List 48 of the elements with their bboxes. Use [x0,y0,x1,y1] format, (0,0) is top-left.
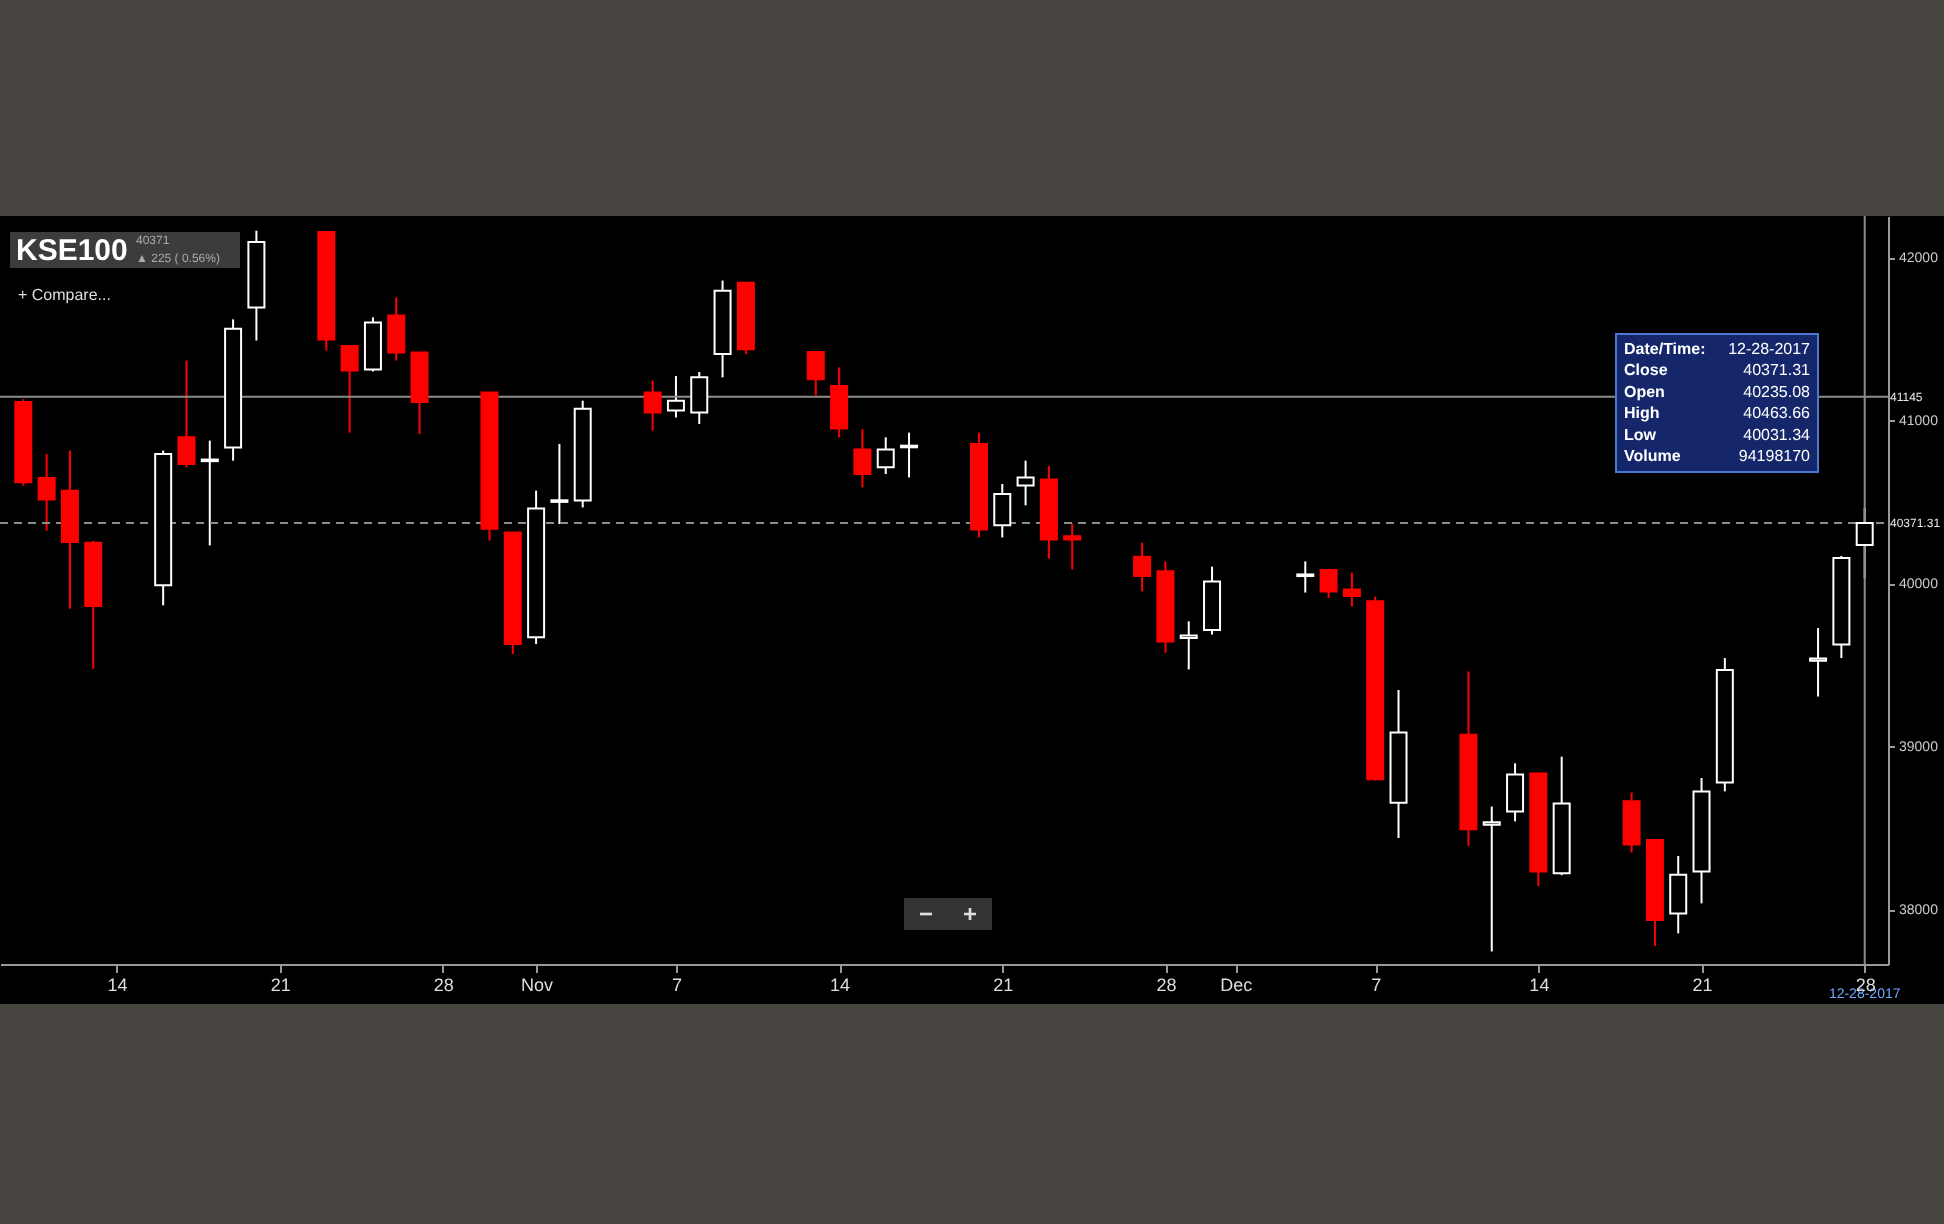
candlestick [830,366,849,439]
text: Close 40371.31 [1624,361,1810,380]
text: Open 40235.08 [1624,382,1810,401]
text: Low 40031.34 [1624,425,1810,444]
candlestick [1179,620,1198,671]
x-tick-label: 14 [830,975,851,995]
x-tick-label: 7 [1371,975,1382,995]
candlestick [1622,791,1641,854]
candlestick [876,436,895,476]
x-tick-label: 21 [993,975,1014,995]
candlestick [1016,459,1035,507]
candlestick [666,375,685,419]
candlestick [853,428,872,489]
x-tick-label: 28 [433,975,454,995]
candlestick [993,482,1012,539]
text: Date/Time: 12-28-2017 [1624,340,1810,358]
annotation: + [962,900,978,928]
candlestick [690,370,709,425]
candlestick [1342,571,1361,608]
candlestick [1669,854,1688,935]
x-tick-label: Dec [1220,975,1254,995]
candlestick [37,452,56,532]
candlestick [387,296,406,362]
candlestick [806,350,825,397]
candlestick [1133,541,1152,593]
candlestick [177,359,196,469]
candlestick [1809,627,1828,698]
text: High 40463.66 [1624,404,1810,423]
x-tick-label: 14 [1529,975,1550,995]
x-tick-label: Nov [521,975,555,995]
candlestick [1296,560,1315,594]
candlestick [1482,805,1501,953]
candlestick [550,443,569,526]
x-tick-label: 28 [1156,975,1177,995]
text: Volume 94198170 [1624,447,1810,465]
candlestick [363,316,382,373]
text: KSE100 [16,234,128,268]
candlestick [1506,762,1525,823]
candlestick [1319,567,1338,600]
candlestick [643,379,662,432]
candlestick [340,344,359,434]
x-tick-label: 21 [1692,975,1713,995]
annotation: + Compare... [18,286,111,304]
x-tick-label: 21 [270,975,291,995]
x-tick-label: 7 [671,975,682,995]
annotation: − [918,900,934,928]
candlestick [1063,522,1082,571]
x-tick-label: 14 [107,975,128,995]
